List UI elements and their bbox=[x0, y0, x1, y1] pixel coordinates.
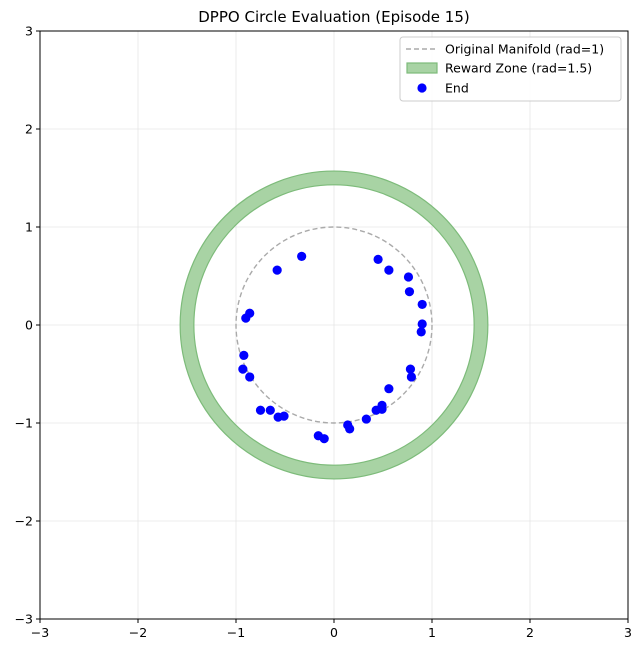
data-point bbox=[245, 372, 255, 382]
data-point bbox=[384, 384, 394, 394]
legend-zone-label: Reward Zone (rad=1.5) bbox=[445, 61, 592, 76]
legend: Original Manifold (rad=1) Reward Zone (ra… bbox=[399, 36, 622, 102]
data-point bbox=[406, 372, 417, 382]
data-point bbox=[404, 287, 415, 297]
legend-box bbox=[399, 36, 622, 102]
data-point bbox=[361, 414, 371, 424]
x-tick-label: 2 bbox=[526, 625, 534, 640]
legend-manifold-label: Original Manifold (rad=1) bbox=[445, 42, 604, 57]
data-point bbox=[265, 405, 275, 415]
data-point bbox=[416, 327, 426, 337]
y-tick-label: 2 bbox=[25, 122, 33, 137]
x-tick-label: 3 bbox=[624, 625, 632, 640]
data-point bbox=[405, 364, 416, 374]
x-tick-label: 1 bbox=[428, 625, 436, 640]
data-point bbox=[279, 411, 289, 421]
data-point bbox=[238, 364, 248, 374]
reward-zone-layer bbox=[179, 170, 489, 480]
y-tick-label: 1 bbox=[25, 220, 33, 235]
data-point bbox=[373, 254, 383, 264]
data-point bbox=[241, 313, 251, 323]
y-tick-label: −3 bbox=[15, 612, 33, 627]
x-tick-label: −1 bbox=[227, 625, 245, 640]
legend-end-label: End bbox=[445, 81, 469, 96]
y-tick-label: −1 bbox=[15, 416, 33, 431]
y-tick-label: 0 bbox=[25, 318, 33, 333]
data-point bbox=[417, 319, 427, 329]
data-point bbox=[319, 434, 329, 444]
chart-title: DPPO Circle Evaluation (Episode 15) bbox=[198, 8, 470, 26]
data-point bbox=[272, 265, 282, 275]
data-point bbox=[239, 350, 249, 360]
y-tick-label: −2 bbox=[15, 514, 33, 529]
data-point bbox=[345, 424, 355, 434]
x-tick-label: −3 bbox=[31, 625, 49, 640]
data-point bbox=[403, 272, 414, 282]
data-point bbox=[384, 265, 394, 275]
data-point bbox=[297, 251, 307, 261]
ticks: −3 −2 −1 0 1 2 3 −3 −2 −1 0 1 2 3 bbox=[15, 24, 632, 641]
legend-zone-swatch bbox=[406, 62, 438, 74]
manifold-circle bbox=[235, 226, 433, 424]
x-tick-label: 0 bbox=[330, 625, 338, 640]
data-point bbox=[417, 299, 427, 310]
points-layer bbox=[238, 251, 427, 444]
data-point bbox=[371, 405, 381, 415]
x-tick-label: −2 bbox=[129, 625, 147, 640]
manifold-layer bbox=[235, 226, 433, 424]
reward-zone-ring bbox=[179, 170, 489, 480]
data-point bbox=[255, 405, 266, 415]
legend-end-swatch bbox=[417, 83, 427, 93]
y-tick-label: 3 bbox=[25, 24, 33, 39]
